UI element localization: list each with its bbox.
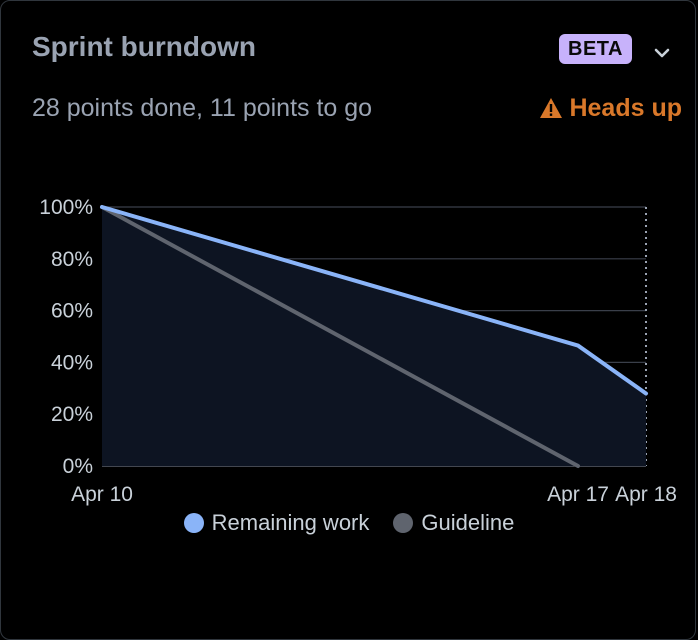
warning-triangle-icon <box>540 98 563 118</box>
y-tick-label: 100% <box>39 196 93 219</box>
legend-guideline[interactable]: Guideline <box>393 510 514 536</box>
legend-remaining-swatch <box>183 513 204 533</box>
remaining-work-line <box>100 205 648 396</box>
heads-up-warning[interactable]: Heads up <box>539 93 682 123</box>
x-tick-label: Apr 17 <box>547 483 609 506</box>
guideline-line <box>100 205 580 468</box>
y-tick-label: 20% <box>51 403 93 426</box>
x-tick-label: Apr 18 <box>615 483 677 506</box>
heads-up-label: Heads up <box>569 94 682 122</box>
card-title: Sprint burndown <box>32 31 256 62</box>
chart-marks <box>100 205 648 468</box>
chevron-down-icon[interactable] <box>647 37 677 67</box>
y-tick-label: 80% <box>51 248 93 271</box>
beta-badge: BETA <box>559 34 632 64</box>
burndown-chart: 100% 80% 60% 40% 20% 0% Apr 10 Apr 17 Apr 18 <box>39 196 677 506</box>
legend-guideline-swatch <box>393 513 414 533</box>
x-axis-labels: Apr 10 Apr 17 Apr 18 <box>71 483 677 506</box>
x-tick-label: Apr 10 <box>71 483 133 506</box>
legend-remaining-work[interactable]: Remaining work <box>183 510 370 536</box>
y-tick-label: 60% <box>51 300 93 323</box>
chart-legend: Remaining work Guideline <box>0 510 698 536</box>
points-summary: 28 points done, 11 points to go <box>32 94 373 122</box>
remaining-work-area <box>102 207 646 466</box>
y-axis-labels: 100% 80% 60% 40% 20% 0% <box>39 196 93 478</box>
chevron-down-icon-glyph <box>654 48 670 58</box>
y-tick-label: 0% <box>63 455 93 478</box>
y-tick-label: 40% <box>51 351 93 374</box>
legend-remaining-label: Remaining work <box>211 510 370 535</box>
legend-guideline-label: Guideline <box>421 510 515 535</box>
